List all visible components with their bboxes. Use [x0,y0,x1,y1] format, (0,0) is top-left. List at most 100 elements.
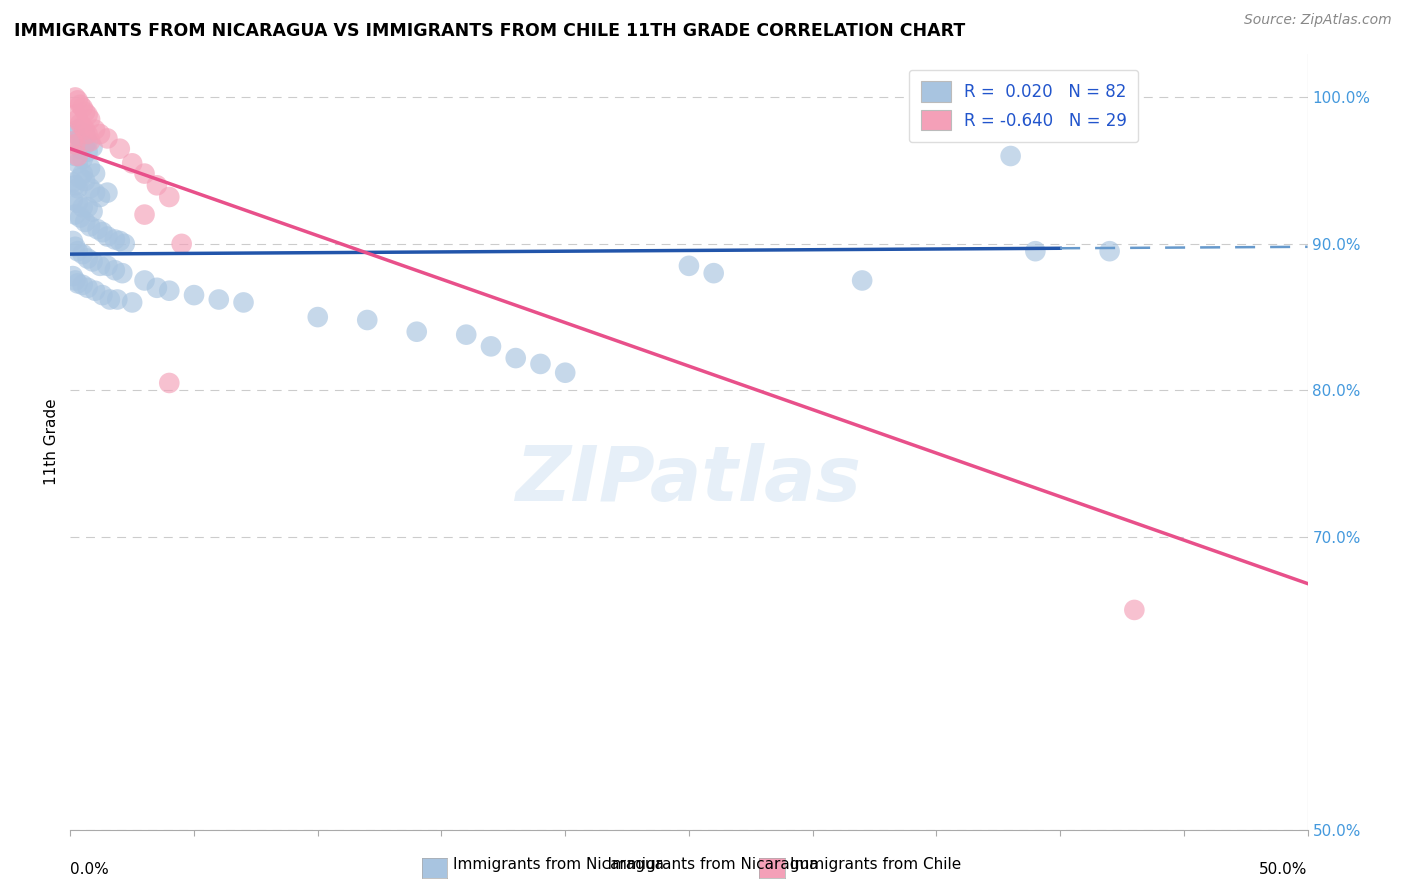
Point [65,149,87,163]
Point [76,134,98,148]
Point [678,259,700,273]
Text: 50.0%: 50.0% [1260,862,1308,877]
Point [84,284,107,298]
Point [232,295,254,310]
Point [69,131,91,145]
Point [66,277,89,291]
Point [66,244,89,259]
Point [208,293,231,307]
Point [91,225,114,239]
Point [1024,244,1046,259]
Point [84,122,107,136]
Point [96,259,118,273]
Point [65,208,87,222]
Point [62,234,84,248]
Point [66,94,89,108]
Point [86,222,108,236]
Point [96,229,118,244]
Point [65,127,87,141]
Text: 0.0%: 0.0% [70,862,110,877]
Point [146,281,169,295]
Point [104,263,127,277]
Point [89,190,111,204]
Point [82,254,104,268]
Point [1123,603,1146,617]
Point [79,219,101,234]
Point [75,215,97,229]
Point [66,122,89,136]
Point [96,131,118,145]
Point [69,142,91,156]
Point [75,137,97,152]
Point [65,240,87,254]
Point [62,269,84,284]
Point [356,313,378,327]
Point [69,171,91,186]
Point [307,310,329,324]
Point [66,149,89,163]
Point [1098,244,1121,259]
Point [79,181,101,195]
Point [405,325,427,339]
Point [75,105,97,120]
Point [79,134,101,148]
Point [66,156,89,170]
Point [76,127,98,141]
Point [157,190,180,204]
Point [134,273,156,287]
Point [170,236,193,251]
Point [89,259,111,273]
Point [72,152,94,166]
Point [75,122,97,136]
Point [134,167,156,181]
Point [121,156,143,170]
Point [76,108,98,122]
Point [62,175,84,189]
Point [65,273,87,287]
Point [65,178,87,193]
Legend: R =  0.020   N = 82, R = -0.640   N = 29: R = 0.020 N = 82, R = -0.640 N = 29 [908,70,1139,142]
Point [72,167,94,181]
Point [72,200,94,214]
Point [62,134,84,148]
Point [505,351,527,365]
Point [69,97,91,112]
Point [82,204,104,219]
Text: Immigrants from Chile: Immigrants from Chile [790,857,962,872]
Point [75,127,97,141]
Point [79,112,101,127]
Point [134,208,156,222]
Point [104,232,127,246]
Point [66,195,89,210]
Point [65,90,87,104]
Text: Immigrants from Nicaragua: Immigrants from Nicaragua [453,857,664,872]
Point [108,142,131,156]
Point [479,339,502,353]
Point [82,140,104,154]
Point [529,357,551,371]
Point [76,252,98,266]
Point [456,327,478,342]
Point [703,266,725,280]
Point [1000,149,1022,163]
Point [65,137,87,152]
Text: IMMIGRANTS FROM NICARAGUA VS IMMIGRANTS FROM CHILE 11TH GRADE CORRELATION CHART: IMMIGRANTS FROM NICARAGUA VS IMMIGRANTS … [14,22,966,40]
Point [62,193,84,207]
Point [111,266,134,280]
Point [114,236,136,251]
Point [72,277,94,292]
Point [183,288,205,302]
Point [98,293,121,307]
Point [105,293,128,307]
Point [79,161,101,175]
Point [84,167,107,181]
Point [851,273,873,287]
Point [96,186,118,200]
Point [157,284,180,298]
Point [554,366,576,380]
Point [121,295,143,310]
Point [66,181,89,195]
Point [146,178,169,193]
Point [69,117,91,131]
Point [91,288,114,302]
